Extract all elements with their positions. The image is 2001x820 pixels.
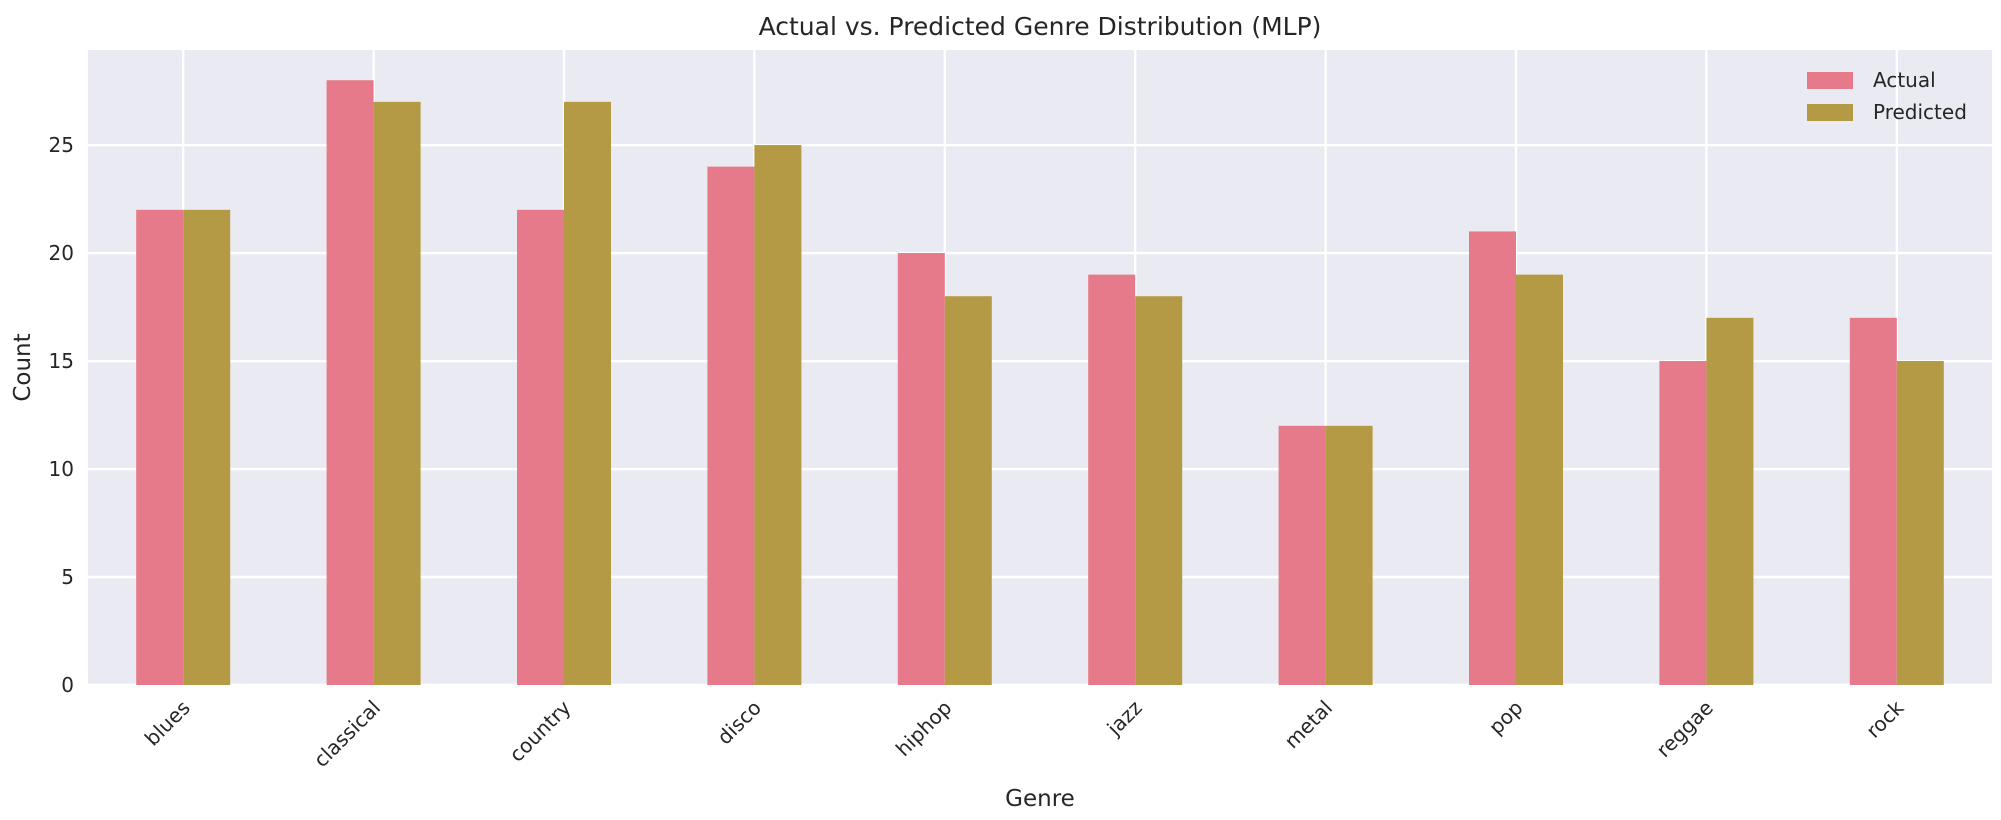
bar-predicted-disco (754, 145, 802, 686)
bar-actual-jazz (1088, 274, 1136, 685)
legend-label-actual: Actual (1873, 68, 1936, 92)
bar-actual-disco (707, 166, 755, 685)
x-tick-label: rock (1861, 695, 1908, 742)
bar-predicted-pop (1516, 274, 1563, 685)
legend-label-predicted: Predicted (1873, 100, 1967, 124)
legend-swatch-actual (1807, 72, 1853, 89)
chart-title: Actual vs. Predicted Genre Distribution … (759, 12, 1322, 41)
x-tick-label: country (504, 695, 575, 766)
bar-predicted-rock (1896, 361, 1944, 685)
bar-actual-hiphop (897, 253, 945, 685)
y-axis-label: Count (10, 333, 36, 401)
y-tick-label: 20 (49, 241, 74, 265)
legend: Actual Predicted (1807, 68, 1967, 124)
bar-actual-reggae (1659, 361, 1707, 685)
bar-predicted-reggae (1706, 317, 1754, 685)
x-axis-ticks: blues classical country disco hiphop jazz meta… (140, 695, 1909, 772)
y-axis-ticks: 0 5 10 15 20 25 (49, 133, 74, 697)
series-actual (136, 80, 1897, 685)
bar-actual-pop (1469, 231, 1516, 685)
x-tick-label: hiphop (891, 696, 956, 761)
bar-predicted-classical (373, 101, 421, 685)
y-tick-label: 10 (49, 457, 74, 481)
series-predicted (183, 101, 1944, 686)
y-tick-label: 15 (49, 349, 74, 373)
x-tick-label: blues (140, 696, 195, 751)
x-tick-label: classical (309, 696, 385, 772)
legend-swatch-predicted (1807, 104, 1853, 121)
bar-predicted-blues (183, 209, 231, 685)
x-tick-label: reggae (1651, 696, 1718, 763)
bar-actual-country (517, 209, 564, 685)
x-tick-label: jazz (1102, 696, 1147, 741)
y-tick-label: 0 (61, 673, 74, 697)
bar-actual-classical (326, 80, 374, 685)
bar-actual-rock (1849, 317, 1897, 685)
bar-predicted-metal (1325, 425, 1373, 685)
y-tick-label: 25 (49, 133, 74, 157)
x-tick-label: metal (1280, 696, 1338, 754)
bars (136, 80, 1944, 686)
y-tick-label: 5 (61, 565, 74, 589)
bar-predicted-country (564, 101, 611, 685)
bar-actual-metal (1278, 425, 1326, 685)
x-tick-label: disco (712, 696, 766, 750)
bar-predicted-jazz (1135, 296, 1183, 685)
x-axis-label: Genre (1005, 786, 1075, 812)
bar-predicted-hiphop (944, 296, 992, 685)
bar-actual-blues (136, 209, 184, 685)
x-tick-label: pop (1484, 696, 1528, 740)
